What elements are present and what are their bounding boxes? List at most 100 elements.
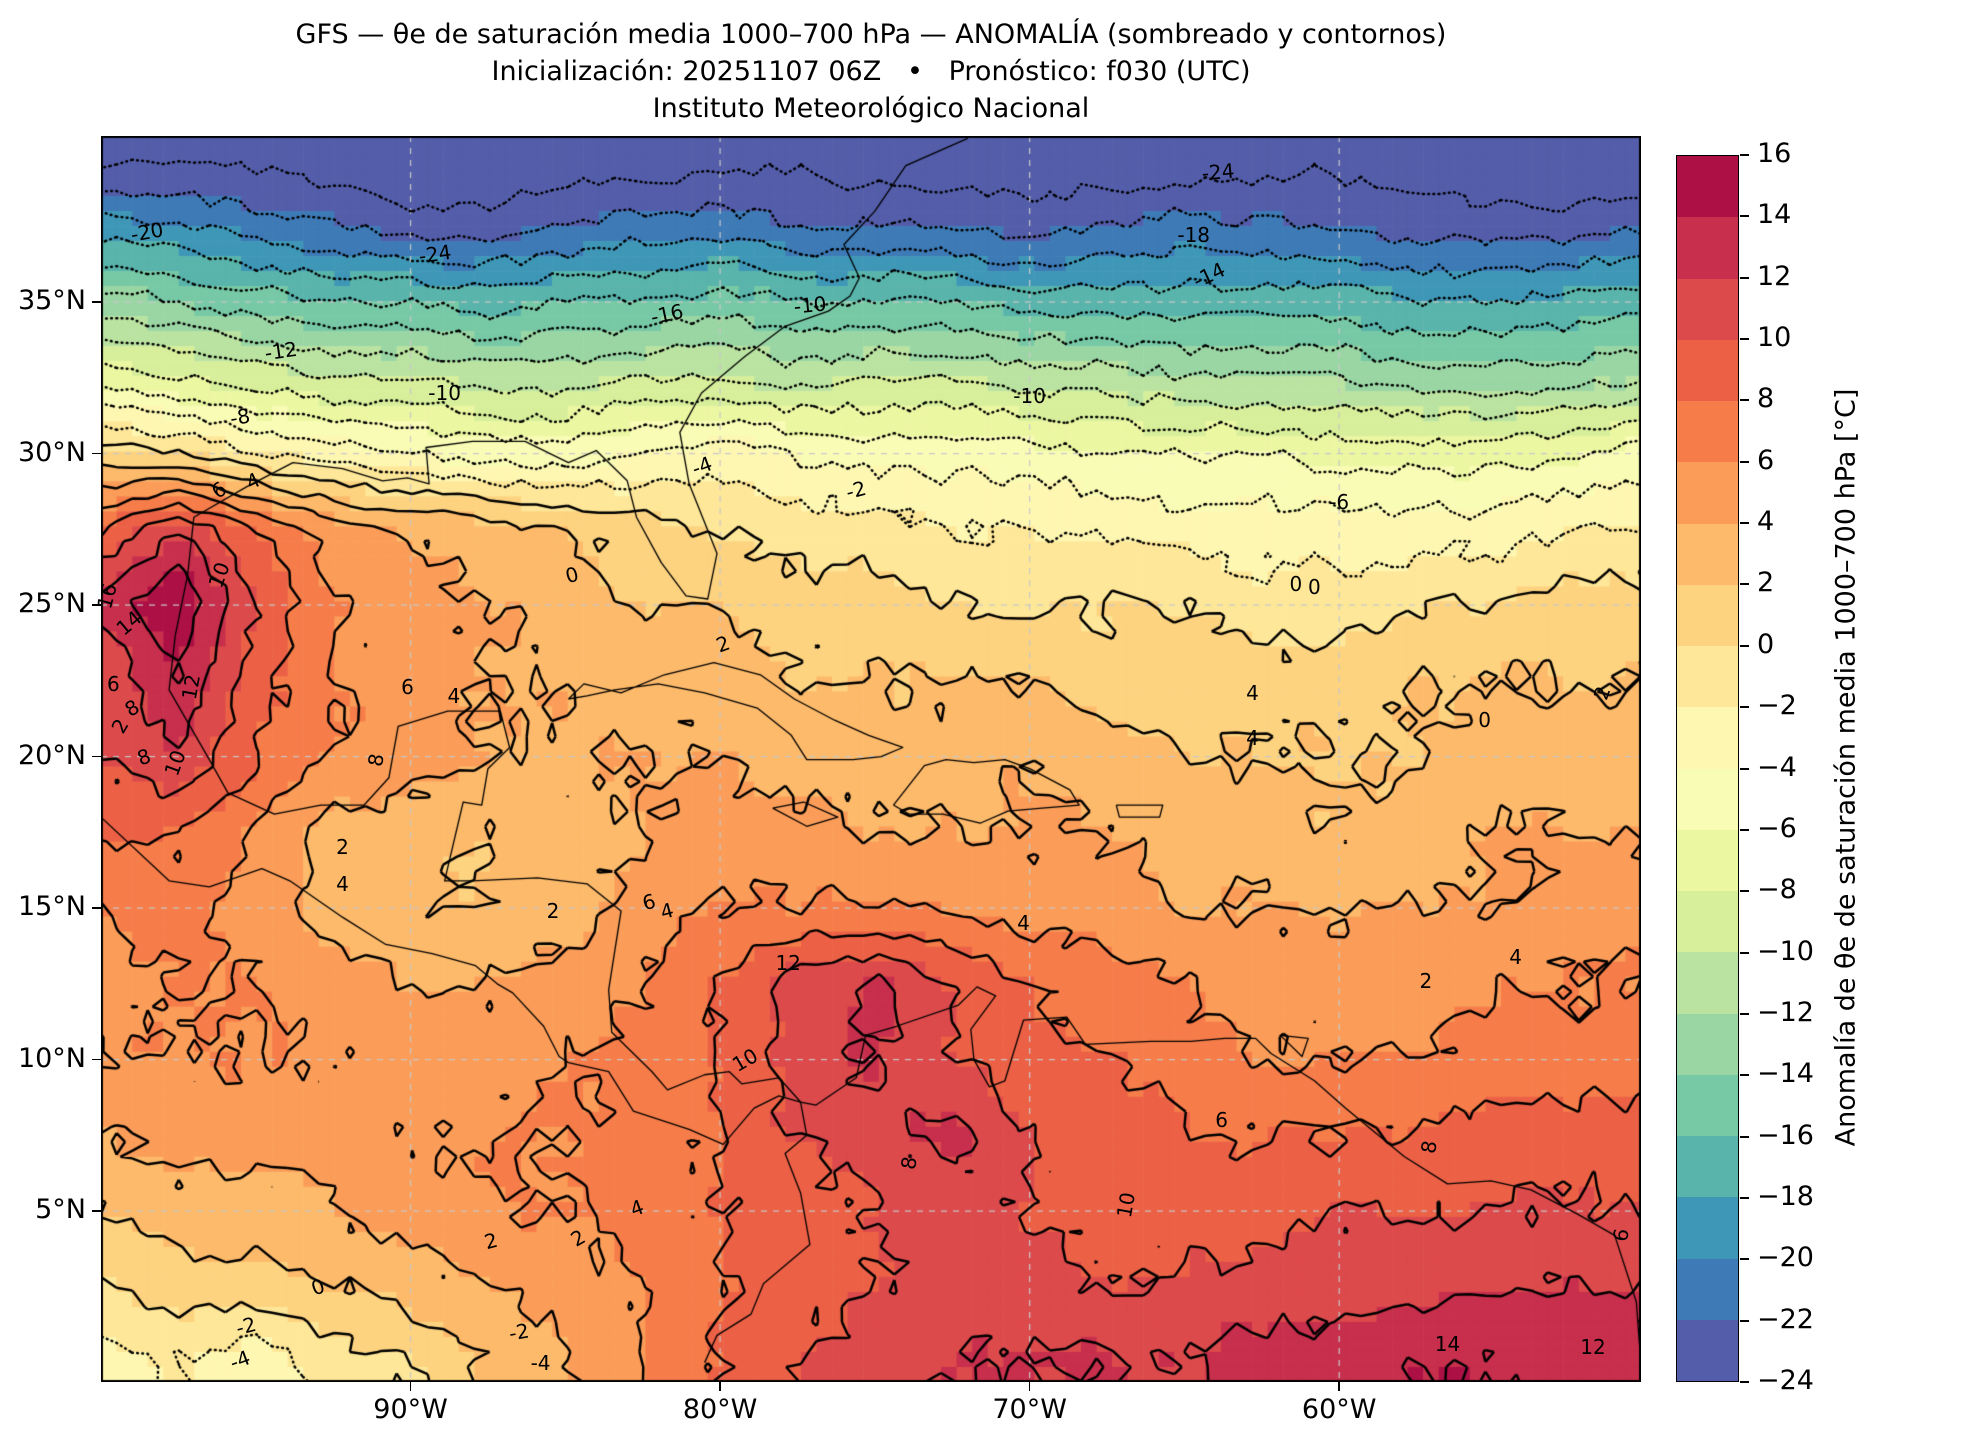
colorbar-tick [1740, 1074, 1749, 1077]
contour-label: 4 [1017, 911, 1030, 936]
colorbar-tick [1740, 1258, 1749, 1261]
colorbar-band [1677, 401, 1738, 463]
colorbar-tick-label: −6 [1757, 812, 1797, 844]
contour-label: 2 [1419, 968, 1433, 993]
contour-label: -8 [228, 403, 253, 431]
colorbar-tick-label: 16 [1757, 138, 1792, 169]
x-axis-tick [1338, 1382, 1340, 1391]
colorbar-tick [1740, 1196, 1749, 1199]
colorbar-tick [1740, 828, 1749, 831]
contour-label: 12 [1580, 1335, 1606, 1360]
contour-label: 4 [447, 683, 461, 708]
colorbar-band [1677, 829, 1738, 891]
colorbar-tick-label: −10 [1757, 935, 1814, 967]
colorbar-band [1677, 1258, 1738, 1320]
colorbar-band [1677, 952, 1738, 1014]
colorbar-tick-label: −24 [1757, 1365, 1814, 1396]
contour-label: -12 [262, 336, 299, 365]
colorbar-tick-label: −16 [1757, 1119, 1814, 1151]
contour-label: -24 [1201, 158, 1236, 186]
contour-label: 0 [1289, 571, 1303, 596]
x-tick-label: 60°W [1301, 1394, 1377, 1425]
contour-label: 6 [401, 674, 414, 699]
title-block: GFS — θe de saturación media 1000–700 hP… [101, 16, 1641, 127]
colorbar-band [1677, 523, 1738, 585]
y-axis-tick [92, 452, 101, 455]
colorbar-tick-label: −18 [1757, 1180, 1814, 1212]
x-axis-tick [719, 1382, 721, 1391]
contour-label: 0 [1478, 708, 1492, 733]
y-axis-tick [92, 301, 101, 303]
contour-label: 10 [1111, 1190, 1140, 1220]
colorbar-band [1677, 217, 1738, 279]
contour-label: 12 [176, 672, 205, 702]
colorbar-tick-label: −22 [1757, 1303, 1814, 1335]
x-axis-tick [1028, 1382, 1031, 1391]
contour-label: 4 [1509, 944, 1522, 969]
y-tick-label: 5°N [35, 1194, 86, 1226]
contour-label: -10 [1013, 383, 1046, 408]
contour-label: 6 [1215, 1108, 1228, 1133]
contour-label: -10 [792, 291, 828, 319]
colorbar-band [1677, 462, 1738, 524]
colorbar-tick-label: −14 [1757, 1058, 1814, 1090]
contour-label: -16 [648, 299, 686, 330]
colorbar-tick-label: 10 [1757, 322, 1792, 354]
y-tick-label: 20°N [17, 739, 86, 771]
colorbar-tick [1740, 1319, 1749, 1322]
y-tick-label: 10°N [17, 1042, 86, 1074]
chart-subtitle-institution: Instituto Meteorológico Nacional [652, 93, 1090, 124]
colorbar-band [1677, 891, 1738, 953]
colorbar-band [1677, 1197, 1738, 1259]
colorbar-tick [1740, 1381, 1749, 1383]
colorbar-tick [1740, 951, 1749, 954]
contour-label: 4 [1246, 726, 1259, 751]
colorbar-tick-label: 8 [1757, 383, 1775, 415]
contour-label: 4 [336, 871, 349, 896]
colorbar-tick [1740, 706, 1749, 709]
colorbar-band [1677, 1319, 1738, 1381]
x-tick-label: 80°W [682, 1394, 758, 1425]
colorbar-tick-label: 4 [1757, 506, 1775, 538]
colorbar-tick-label: 12 [1757, 260, 1792, 292]
contour-map-canvas [101, 136, 1641, 1382]
colorbar-tick-label: −8 [1757, 874, 1797, 906]
colorbar-band [1677, 1013, 1738, 1075]
y-tick-label: 35°N [17, 285, 86, 317]
contour-label: 14 [1434, 1332, 1461, 1357]
y-axis-tick [92, 1210, 101, 1212]
colorbar-tick [1740, 276, 1749, 279]
contour-label: -18 [1177, 223, 1211, 248]
y-tick-label: 25°N [17, 588, 86, 620]
x-tick-label: 70°W [992, 1394, 1067, 1425]
contour-label: 12 [775, 950, 801, 975]
y-axis-tick [92, 1058, 101, 1061]
x-tick-label: 90°W [373, 1394, 448, 1425]
colorbar-tick-label: 0 [1757, 628, 1775, 660]
colorbar-tick [1740, 890, 1749, 893]
contour-label: -20 [129, 217, 166, 247]
colorbar-band [1677, 156, 1738, 218]
contour-label: -24 [417, 239, 454, 268]
colorbar-tick [1740, 399, 1749, 402]
contour-label: -6 [1329, 490, 1350, 515]
colorbar-band [1677, 584, 1738, 646]
colorbar-tick-label: −4 [1757, 751, 1797, 783]
colorbar-band [1677, 339, 1738, 401]
chart-title: GFS — θe de saturación media 1000–700 hP… [295, 19, 1447, 50]
colorbar-tick [1740, 644, 1749, 647]
colorbar-band [1677, 1074, 1738, 1136]
colorbar-band [1677, 1136, 1738, 1198]
x-axis-tick [409, 1382, 412, 1391]
contour-label: 2 [546, 899, 560, 924]
y-axis-tick [92, 907, 101, 909]
contour-label: -2 [506, 1318, 531, 1346]
colorbar-tick-label: 2 [1757, 567, 1775, 599]
colorbar-band [1677, 278, 1738, 340]
chart-subtitle-init-forecast: Inicialización: 20251107 06Z • Pronóstic… [491, 56, 1251, 87]
contour-label: -4 [530, 1350, 551, 1375]
y-axis-tick [92, 604, 101, 606]
colorbar-tick [1740, 767, 1749, 770]
colorbar-axis-label: Anomalía de θe de saturación media 1000–… [1830, 388, 1862, 1147]
